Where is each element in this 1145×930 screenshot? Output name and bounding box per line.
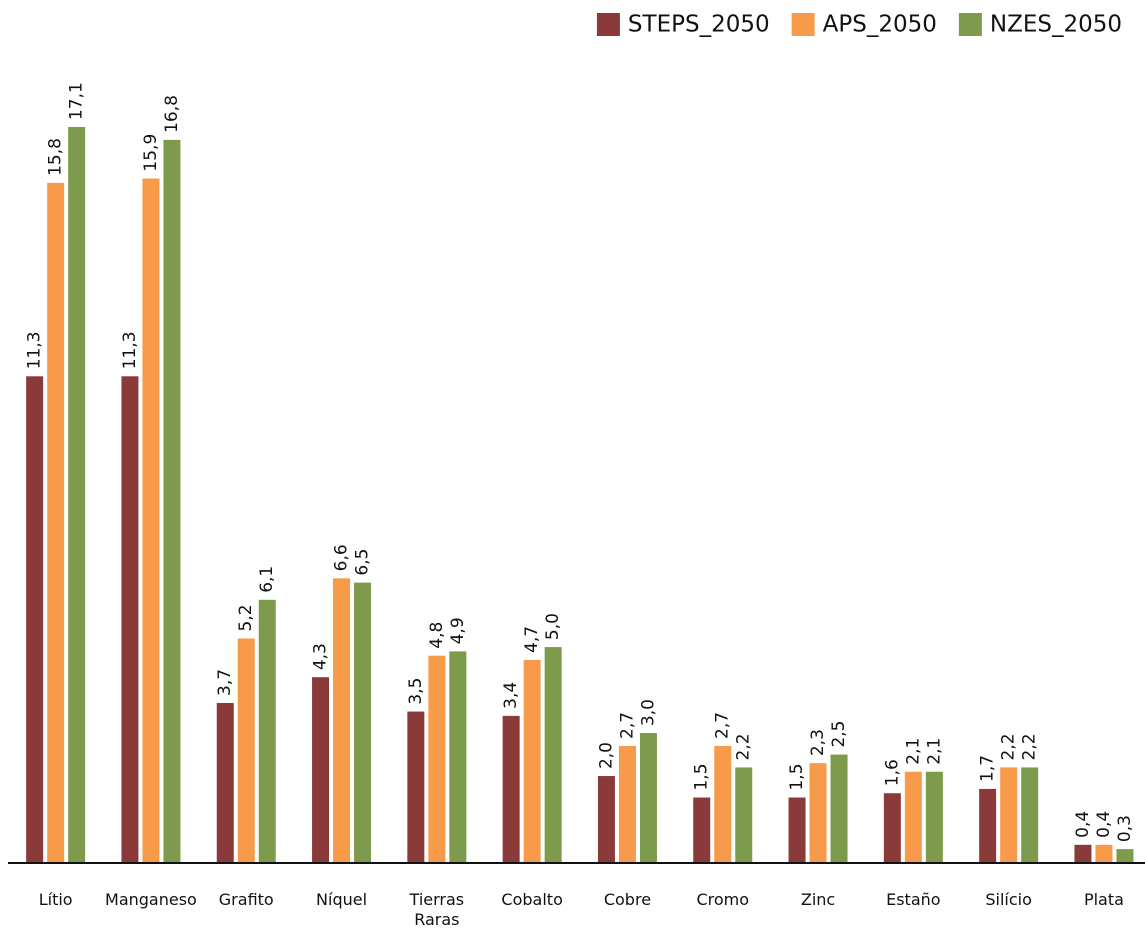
data-label: 4,3 (311, 643, 331, 670)
bar (809, 763, 827, 862)
bar (68, 127, 86, 862)
legend-swatch (791, 13, 815, 36)
bar (47, 182, 65, 862)
bar (258, 599, 276, 862)
bar (142, 178, 160, 862)
data-label: 2,2 (734, 733, 754, 760)
data-label: 3,4 (501, 682, 521, 709)
data-label: 2,7 (617, 712, 637, 739)
legend-swatch (596, 13, 620, 36)
data-label: 2,7 (713, 712, 733, 739)
data-label: 5,2 (236, 604, 256, 631)
bar (1021, 767, 1039, 862)
bar (333, 578, 351, 862)
bar (1000, 767, 1018, 862)
bar (788, 797, 806, 862)
data-label: 2,1 (903, 738, 923, 765)
bar (237, 638, 255, 862)
data-label: 2,5 (829, 720, 849, 747)
bar (354, 582, 372, 862)
bar (26, 376, 44, 862)
bar (407, 711, 425, 862)
bar (312, 677, 330, 862)
data-label: 3,0 (638, 699, 658, 726)
x-tick-label: Plata (1083, 890, 1124, 909)
bar (544, 647, 562, 862)
legend-label: APS_2050 (823, 12, 937, 38)
data-label: 4,9 (448, 617, 468, 644)
bar (523, 659, 541, 862)
bar (639, 733, 657, 862)
bar (830, 754, 848, 862)
bar (216, 702, 234, 862)
bar (597, 776, 615, 862)
bar (883, 793, 901, 862)
data-label: 11,3 (120, 331, 140, 369)
data-label: 1,5 (787, 763, 807, 790)
bar (925, 771, 943, 862)
data-label: 6,1 (257, 566, 277, 593)
data-label: 0,4 (1094, 811, 1114, 838)
data-label: 2,1 (924, 738, 944, 765)
x-tick-label: Tierras Raras (409, 890, 465, 929)
data-label: 2,2 (1020, 733, 1040, 760)
bar (735, 767, 753, 862)
x-tick-label: Estaño (886, 890, 941, 909)
bar (428, 655, 446, 862)
data-label: 2,0 (596, 742, 616, 769)
data-label: 16,8 (162, 95, 182, 133)
bar (904, 771, 922, 862)
bar (693, 797, 711, 862)
bar (502, 715, 520, 862)
x-tick-label: Zinc (800, 890, 836, 909)
bar (714, 745, 732, 862)
bar (163, 139, 181, 863)
x-tick-label: Níquel (316, 890, 368, 909)
data-label: 0,3 (1115, 815, 1135, 842)
data-label: 4,7 (522, 626, 542, 653)
legend-label: NZES_2050 (990, 12, 1122, 38)
x-tick-label: Cromo (696, 890, 750, 909)
x-tick-label: Lítio (38, 890, 73, 909)
bar (618, 745, 636, 862)
data-label: 6,5 (353, 549, 373, 576)
legend-swatch (958, 13, 982, 36)
x-tick-label: Silício (985, 890, 1032, 909)
data-label: 1,7 (978, 755, 998, 782)
data-label: 15,9 (141, 134, 161, 172)
data-label: 11,3 (25, 331, 45, 369)
data-label: 15,8 (46, 138, 66, 176)
data-label: 5,0 (543, 613, 563, 640)
legend-label: STEPS_2050 (628, 12, 770, 38)
bar (1074, 844, 1092, 862)
data-label: 1,5 (692, 763, 712, 790)
data-label: 1,6 (882, 759, 902, 786)
bar (449, 651, 467, 862)
data-label: 3,7 (215, 669, 235, 696)
bar (121, 376, 139, 862)
data-label: 2,3 (808, 729, 828, 756)
data-label: 2,2 (999, 733, 1019, 760)
x-tick-label: Cobre (603, 890, 652, 909)
bar (1116, 849, 1134, 862)
bar (979, 788, 997, 862)
x-tick-label: Manganeso (105, 890, 197, 909)
data-label: 17,1 (67, 82, 87, 120)
x-tick-label: Grafito (218, 890, 274, 909)
bar (1095, 844, 1113, 862)
data-label: 4,8 (427, 622, 447, 649)
x-tick-label: Cobalto (501, 890, 563, 909)
data-label: 0,4 (1073, 811, 1093, 838)
data-label: 6,6 (332, 544, 352, 571)
data-label: 3,5 (406, 678, 426, 705)
